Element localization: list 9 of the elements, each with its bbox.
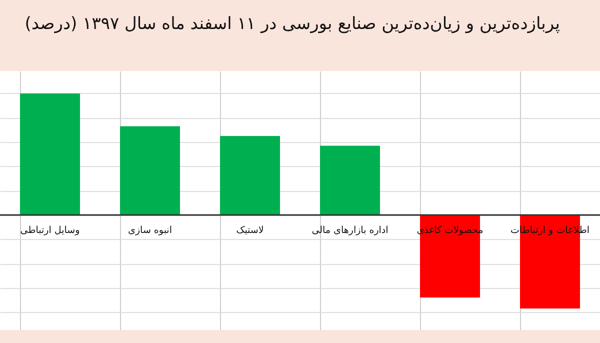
bar [20,93,80,215]
bar [120,126,180,215]
bar [220,136,280,215]
x-tick-label: وسایل ارتباطی [20,224,80,236]
x-tick-label: لاستیک [236,224,264,236]
x-tick-label: انبوه سازی [128,224,172,236]
bar [320,146,380,215]
chart-title: پربازده‌ترین و زیان‌ده‌ترین صنایع بورسی در ۱۱ اسفند ماه سال ۱۳۹۷ (درصد) [24,13,561,36]
x-tick-label: اداره بازارهای مالی [312,224,388,236]
